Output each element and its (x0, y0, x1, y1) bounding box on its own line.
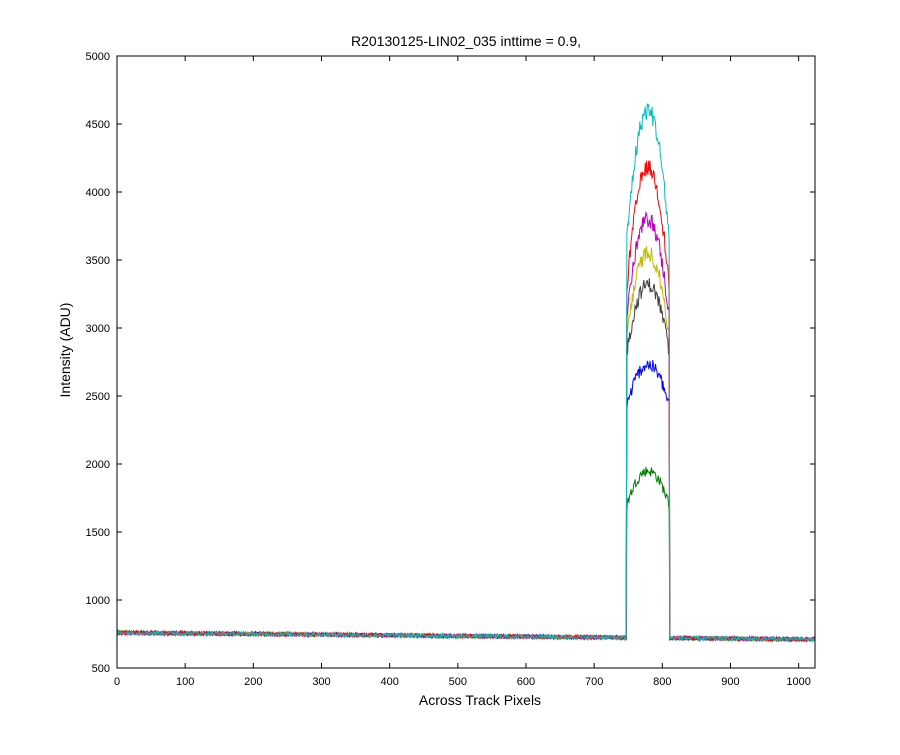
y-tick-label: 3000 (86, 323, 110, 335)
x-tick-label: 400 (380, 676, 398, 688)
x-tick-label: 0 (114, 676, 120, 688)
plot-frame (116, 55, 816, 669)
x-tick-label: 700 (585, 676, 603, 688)
y-tick-label: 2000 (86, 459, 110, 471)
y-tick-label: 1000 (86, 595, 110, 607)
chart-title: R20130125-LIN02_035 inttime = 0.9, (351, 33, 581, 49)
x-axis-label: Across Track Pixels (419, 692, 541, 708)
y-tick-label: 4500 (86, 119, 110, 131)
y-tick-label: 1500 (86, 527, 110, 539)
x-tick-label: 600 (517, 676, 535, 688)
plot-area (117, 56, 815, 668)
x-tick-label: 500 (449, 676, 467, 688)
ticks-layer: 0 100 200 300 400 500 600 700 800 900 1000 500 1000 1… (86, 51, 815, 688)
x-tick-label: 1000 (786, 676, 810, 688)
y-axis-label: Intensity (ADU) (57, 303, 73, 398)
y-tick-label: 5000 (86, 51, 110, 63)
x-tick-label: 200 (244, 676, 262, 688)
y-tick-label: 4000 (86, 187, 110, 199)
x-tick-label: 800 (653, 676, 671, 688)
x-tick-label: 100 (176, 676, 194, 688)
y-tick-label: 500 (92, 663, 110, 675)
series-layer (116, 103, 816, 643)
series-line-7 (116, 103, 816, 643)
y-tick-label: 2500 (86, 391, 110, 403)
x-tick-label: 900 (721, 676, 739, 688)
x-tick-label: 300 (312, 676, 330, 688)
y-tick-label: 3500 (86, 255, 110, 267)
